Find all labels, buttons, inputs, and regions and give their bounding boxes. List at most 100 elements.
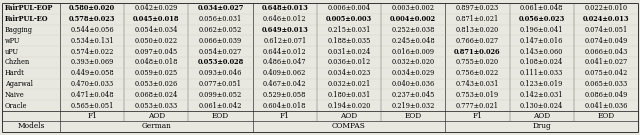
Text: German: German xyxy=(141,122,172,131)
Text: 0.074±0.051: 0.074±0.051 xyxy=(584,26,627,34)
Text: EOD: EOD xyxy=(597,112,614,120)
Text: Bagging: Bagging xyxy=(5,26,33,34)
Text: 0.062±0.052: 0.062±0.052 xyxy=(199,26,242,34)
Text: AOD: AOD xyxy=(533,112,550,120)
Text: 0.034±0.023: 0.034±0.023 xyxy=(327,69,371,77)
Text: 0.024±0.013: 0.024±0.013 xyxy=(582,15,629,23)
Text: 0.612±0.071: 0.612±0.071 xyxy=(263,37,307,45)
Text: 0.777±0.021: 0.777±0.021 xyxy=(456,102,499,110)
Text: 0.048±0.018: 0.048±0.018 xyxy=(134,58,178,66)
Text: 0.022±0.010: 0.022±0.010 xyxy=(584,4,627,12)
Text: F1: F1 xyxy=(280,112,290,120)
Text: 0.409±0.062: 0.409±0.062 xyxy=(263,69,307,77)
Text: Drug: Drug xyxy=(532,122,551,131)
Text: 0.449±0.058: 0.449±0.058 xyxy=(70,69,114,77)
Text: 0.056±0.023: 0.056±0.023 xyxy=(518,15,564,23)
Text: 0.093±0.046: 0.093±0.046 xyxy=(199,69,243,77)
Text: 0.016±0.009: 0.016±0.009 xyxy=(392,48,435,56)
Text: 0.061±0.042: 0.061±0.042 xyxy=(199,102,243,110)
Text: 0.766±0.027: 0.766±0.027 xyxy=(456,37,499,45)
Text: 0.032±0.021: 0.032±0.021 xyxy=(328,80,371,88)
Text: 0.648±0.013: 0.648±0.013 xyxy=(261,4,308,12)
Text: 0.005±0.003: 0.005±0.003 xyxy=(326,15,372,23)
Text: 0.252±0.038: 0.252±0.038 xyxy=(392,26,435,34)
Text: 0.006±0.004: 0.006±0.004 xyxy=(328,4,371,12)
Text: 0.147±0.016: 0.147±0.016 xyxy=(520,37,563,45)
Text: 0.099±0.052: 0.099±0.052 xyxy=(199,91,242,99)
Text: 0.042±0.029: 0.042±0.029 xyxy=(134,4,178,12)
Text: FairPUL-EOP: FairPUL-EOP xyxy=(5,4,53,12)
Text: 0.054±0.034: 0.054±0.034 xyxy=(134,26,178,34)
Text: 0.053±0.028: 0.053±0.028 xyxy=(197,58,244,66)
Text: Agarwal: Agarwal xyxy=(5,80,33,88)
Text: 0.056±0.031: 0.056±0.031 xyxy=(199,15,242,23)
Text: 0.871±0.026: 0.871±0.026 xyxy=(454,48,500,56)
Text: 0.180±0.031: 0.180±0.031 xyxy=(328,91,371,99)
Text: 0.649±0.013: 0.649±0.013 xyxy=(261,26,308,34)
Text: 0.753±0.019: 0.753±0.019 xyxy=(456,91,499,99)
Text: 0.097±0.045: 0.097±0.045 xyxy=(134,48,178,56)
Text: 0.565±0.051: 0.565±0.051 xyxy=(70,102,114,110)
Text: F1: F1 xyxy=(472,112,483,120)
Text: 0.003±0.002: 0.003±0.002 xyxy=(392,4,435,12)
Text: 0.393±0.069: 0.393±0.069 xyxy=(70,58,114,66)
Text: 0.871±0.021: 0.871±0.021 xyxy=(456,15,499,23)
Text: 0.470±0.033: 0.470±0.033 xyxy=(70,80,114,88)
Text: Hardt: Hardt xyxy=(5,69,25,77)
Text: 0.580±0.020: 0.580±0.020 xyxy=(69,4,115,12)
Text: 0.086±0.049: 0.086±0.049 xyxy=(584,91,628,99)
Text: AOD: AOD xyxy=(340,112,358,120)
Text: 0.004±0.002: 0.004±0.002 xyxy=(390,15,436,23)
Text: 0.068±0.024: 0.068±0.024 xyxy=(134,91,178,99)
Text: 0.034±0.027: 0.034±0.027 xyxy=(197,4,244,12)
Text: 0.471±0.048: 0.471±0.048 xyxy=(70,91,114,99)
Text: uPU: uPU xyxy=(5,48,19,56)
Text: 0.065±0.033: 0.065±0.033 xyxy=(584,80,627,88)
Text: Oracle: Oracle xyxy=(5,102,28,110)
Text: 0.755±0.020: 0.755±0.020 xyxy=(456,58,499,66)
Text: 0.130±0.024: 0.130±0.024 xyxy=(520,102,563,110)
Text: 0.059±0.025: 0.059±0.025 xyxy=(134,69,178,77)
Text: COMPAS: COMPAS xyxy=(332,122,366,131)
Text: 0.041±0.036: 0.041±0.036 xyxy=(584,102,628,110)
Text: 0.237±0.045: 0.237±0.045 xyxy=(392,91,435,99)
Text: 0.108±0.024: 0.108±0.024 xyxy=(520,58,563,66)
Text: Naive: Naive xyxy=(5,91,25,99)
Text: 0.066±0.043: 0.066±0.043 xyxy=(584,48,628,56)
Text: wPU: wPU xyxy=(5,37,20,45)
Text: FairPUL-EO: FairPUL-EO xyxy=(5,15,49,23)
Text: 0.219±0.032: 0.219±0.032 xyxy=(392,102,435,110)
Text: 0.061±0.048: 0.061±0.048 xyxy=(520,4,563,12)
Text: EOD: EOD xyxy=(404,112,422,120)
Text: 0.194±0.020: 0.194±0.020 xyxy=(327,102,371,110)
Text: 0.050±0.022: 0.050±0.022 xyxy=(135,37,178,45)
Text: 0.544±0.056: 0.544±0.056 xyxy=(70,26,114,34)
Text: 0.123±0.019: 0.123±0.019 xyxy=(520,80,563,88)
Text: 0.756±0.022: 0.756±0.022 xyxy=(456,69,499,77)
Text: 0.534±0.131: 0.534±0.131 xyxy=(70,37,114,45)
Text: 0.031±0.024: 0.031±0.024 xyxy=(327,48,371,56)
Text: 0.486±0.047: 0.486±0.047 xyxy=(263,58,307,66)
Text: 0.467±0.042: 0.467±0.042 xyxy=(263,80,307,88)
Text: 0.743±0.031: 0.743±0.031 xyxy=(456,80,499,88)
Text: 0.813±0.020: 0.813±0.020 xyxy=(456,26,499,34)
Text: 0.644±0.012: 0.644±0.012 xyxy=(263,48,307,56)
Text: 0.066±0.039: 0.066±0.039 xyxy=(199,37,242,45)
Text: 0.196±0.041: 0.196±0.041 xyxy=(520,26,563,34)
Text: 0.075±0.042: 0.075±0.042 xyxy=(584,69,627,77)
Text: 0.215±0.031: 0.215±0.031 xyxy=(327,26,371,34)
Text: 0.578±0.023: 0.578±0.023 xyxy=(69,15,115,23)
Text: 0.040±0.036: 0.040±0.036 xyxy=(392,80,435,88)
Text: 0.032±0.020: 0.032±0.020 xyxy=(392,58,435,66)
Text: 0.646±0.012: 0.646±0.012 xyxy=(263,15,307,23)
Text: 0.188±0.035: 0.188±0.035 xyxy=(327,37,371,45)
Text: 0.053±0.026: 0.053±0.026 xyxy=(134,80,178,88)
Text: 0.604±0.018: 0.604±0.018 xyxy=(263,102,307,110)
Text: 0.045±0.018: 0.045±0.018 xyxy=(133,15,180,23)
Text: F1: F1 xyxy=(87,112,97,120)
Text: 0.142±0.031: 0.142±0.031 xyxy=(520,91,563,99)
Text: AOD: AOD xyxy=(148,112,165,120)
Text: 0.074±0.049: 0.074±0.049 xyxy=(584,37,628,45)
Text: 0.529±0.058: 0.529±0.058 xyxy=(263,91,307,99)
Text: 0.574±0.022: 0.574±0.022 xyxy=(70,48,114,56)
